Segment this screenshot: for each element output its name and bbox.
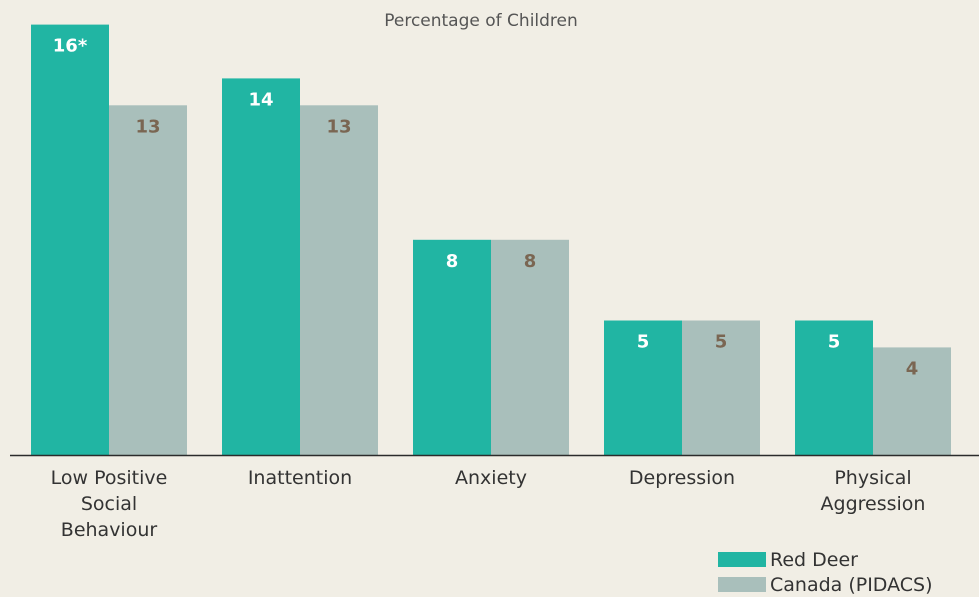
tick-label-physical-aggression-line-2: Aggression <box>821 493 926 515</box>
data-label-physical-aggression-canada-pidacs: 4 <box>906 358 919 379</box>
data-label-inattention-red-deer: 14 <box>248 89 273 110</box>
bar-inattention-canada-pidacs <box>300 105 378 456</box>
data-label-physical-aggression-red-deer: 5 <box>828 332 841 353</box>
tick-label-inattention-line-1: Inattention <box>248 467 352 489</box>
data-label-low-positive-social-behaviour-red-deer: 16* <box>53 36 88 57</box>
data-label-low-positive-social-behaviour-canada-pidacs: 13 <box>135 116 160 137</box>
bar-physical-aggression-red-deer <box>795 320 873 455</box>
legend: Red Deer Canada (PIDACS) <box>718 547 933 597</box>
legend-swatch-canada <box>718 577 766 592</box>
data-label-depression-canada-pidacs: 5 <box>715 332 728 353</box>
tick-label-anxiety-line-1: Anxiety <box>455 467 527 489</box>
tick-label-low-positive-social-behaviour-line-2: Social <box>81 493 137 515</box>
data-label-anxiety-red-deer: 8 <box>446 251 459 272</box>
bar-low-positive-social-behaviour-red-deer <box>31 24 109 455</box>
chart-title: Percentage of Children <box>384 11 578 31</box>
bar-inattention-red-deer <box>222 78 300 456</box>
bar-anxiety-canada-pidacs <box>491 239 569 455</box>
legend-item-canada: Canada (PIDACS) <box>718 572 933 597</box>
bar-depression-canada-pidacs <box>682 320 760 455</box>
tick-label-depression-line-1: Depression <box>629 467 735 489</box>
tick-label-physical-aggression-line-1: Physical <box>834 467 911 489</box>
legend-item-red-deer: Red Deer <box>718 547 933 572</box>
legend-swatch-red-deer <box>718 552 766 567</box>
data-label-inattention-canada-pidacs: 13 <box>326 116 351 137</box>
legend-label-red-deer: Red Deer <box>770 548 858 571</box>
tick-label-low-positive-social-behaviour-line-1: Low Positive <box>51 467 168 489</box>
bar-anxiety-red-deer <box>413 239 491 455</box>
bar-low-positive-social-behaviour-canada-pidacs <box>109 105 187 456</box>
legend-label-canada: Canada (PIDACS) <box>770 573 933 596</box>
bar-physical-aggression-canada-pidacs <box>873 347 951 455</box>
tick-label-low-positive-social-behaviour-line-3: Behaviour <box>61 519 158 541</box>
data-label-depression-red-deer: 5 <box>637 332 650 353</box>
bar-depression-red-deer <box>604 320 682 455</box>
data-label-anxiety-canada-pidacs: 8 <box>524 251 537 272</box>
